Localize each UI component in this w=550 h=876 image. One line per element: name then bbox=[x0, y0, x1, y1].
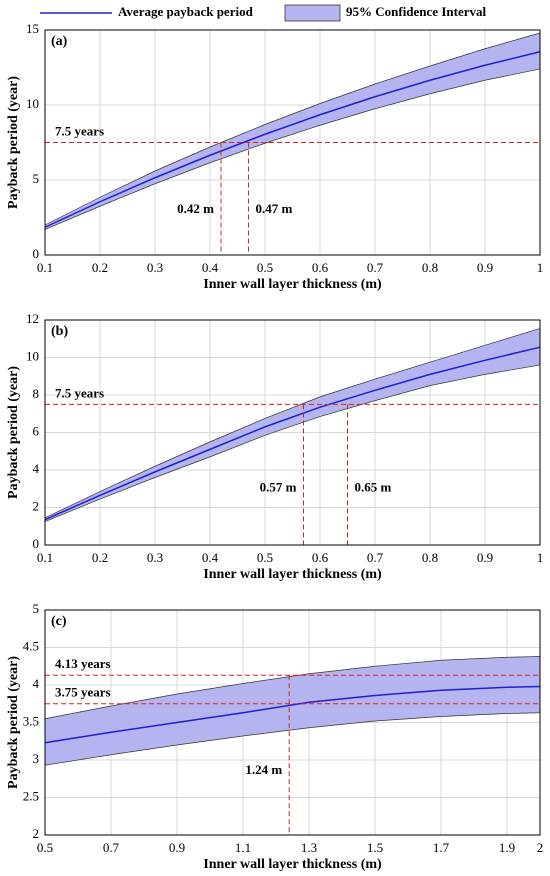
y-axis-label: Payback period (year) bbox=[6, 76, 21, 209]
y-tick-label: 0 bbox=[33, 246, 40, 261]
average-line bbox=[44, 685, 541, 744]
x-tick-label: 0.9 bbox=[169, 840, 185, 855]
y-tick-label: 2 bbox=[33, 826, 40, 841]
y-tick-label: 12 bbox=[26, 311, 39, 326]
x-axis-label: Inner wall layer thickness (m) bbox=[203, 567, 382, 582]
x-tick-label: 0.9 bbox=[477, 260, 493, 275]
y-tick-label: 8 bbox=[33, 386, 40, 401]
x-tick-label: 0.4 bbox=[202, 550, 219, 565]
average-line bbox=[44, 346, 541, 521]
x-tick-label: 0.9 bbox=[477, 550, 493, 565]
x-axis-label: Inner wall layer thickness (m) bbox=[203, 277, 382, 292]
x-tick-label: 2 bbox=[537, 840, 544, 855]
thickness-label: 0.42 m bbox=[177, 201, 214, 216]
y-axis-label: Payback period (year) bbox=[6, 656, 21, 789]
x-tick-label: 0.5 bbox=[257, 260, 273, 275]
y-axis-label: Payback period (year) bbox=[6, 366, 21, 499]
thickness-label: 0.47 m bbox=[256, 201, 293, 216]
thickness-label: 1.24 m bbox=[245, 762, 282, 777]
x-tick-label: 0.6 bbox=[312, 260, 329, 275]
x-tick-label: 1.1 bbox=[235, 840, 251, 855]
legend-label: 95% Confidence Interval bbox=[346, 4, 486, 19]
x-tick-label: 1 bbox=[537, 550, 544, 565]
x-tick-label: 1 bbox=[537, 260, 544, 275]
x-tick-label: 0.7 bbox=[367, 550, 384, 565]
panel-label: (a) bbox=[51, 34, 68, 49]
x-tick-label: 1.9 bbox=[499, 840, 515, 855]
y-tick-label: 2 bbox=[33, 498, 40, 513]
x-tick-label: 0.4 bbox=[202, 260, 219, 275]
y-tick-label: 2.5 bbox=[23, 788, 39, 803]
thickness-label: 0.65 m bbox=[355, 480, 392, 495]
x-tick-label: 0.8 bbox=[422, 260, 438, 275]
panel-label: (c) bbox=[51, 614, 67, 629]
y-tick-label: 4 bbox=[33, 461, 40, 476]
x-tick-label: 0.8 bbox=[422, 550, 438, 565]
x-tick-label: 0.2 bbox=[92, 550, 108, 565]
y-tick-label: 4 bbox=[33, 676, 40, 691]
y-tick-label: 15 bbox=[26, 21, 39, 36]
x-tick-label: 1.7 bbox=[433, 840, 450, 855]
y-tick-label: 5 bbox=[33, 171, 40, 186]
threshold-label: 3.75 years bbox=[55, 685, 111, 700]
x-tick-label: 0.5 bbox=[257, 550, 273, 565]
threshold-label: 7.5 years bbox=[55, 385, 104, 400]
threshold-label: 7.5 years bbox=[55, 123, 104, 138]
legend-label: Average payback period bbox=[118, 4, 254, 19]
x-tick-label: 1.5 bbox=[367, 840, 383, 855]
thickness-label: 0.57 m bbox=[260, 480, 297, 495]
plot-frame bbox=[44, 319, 541, 546]
y-tick-label: 3 bbox=[33, 751, 40, 766]
x-tick-label: 0.7 bbox=[367, 260, 384, 275]
x-tick-label: 0.1 bbox=[37, 260, 53, 275]
threshold-label: 4.13 years bbox=[55, 656, 111, 671]
x-axis-label: Inner wall layer thickness (m) bbox=[203, 857, 382, 872]
y-tick-label: 6 bbox=[33, 423, 40, 438]
y-tick-label: 10 bbox=[26, 96, 39, 111]
x-tick-label: 0.3 bbox=[147, 260, 163, 275]
y-tick-label: 3.5 bbox=[23, 713, 39, 728]
x-tick-label: 0.2 bbox=[92, 260, 108, 275]
x-tick-label: 1.3 bbox=[301, 840, 317, 855]
x-tick-label: 0.3 bbox=[147, 550, 163, 565]
y-tick-label: 5 bbox=[33, 601, 40, 616]
x-tick-label: 0.6 bbox=[312, 550, 329, 565]
x-tick-label: 0.7 bbox=[103, 840, 120, 855]
x-tick-label: 0.5 bbox=[37, 840, 53, 855]
average-line bbox=[44, 51, 541, 228]
panel-label: (b) bbox=[51, 324, 68, 339]
y-tick-label: 0 bbox=[33, 536, 40, 551]
legend-swatch bbox=[284, 4, 341, 22]
plot-frame bbox=[44, 609, 541, 836]
y-tick-label: 10 bbox=[26, 348, 39, 363]
y-tick-label: 4.5 bbox=[23, 638, 39, 653]
plot-frame bbox=[44, 29, 541, 256]
x-tick-label: 0.1 bbox=[37, 550, 53, 565]
